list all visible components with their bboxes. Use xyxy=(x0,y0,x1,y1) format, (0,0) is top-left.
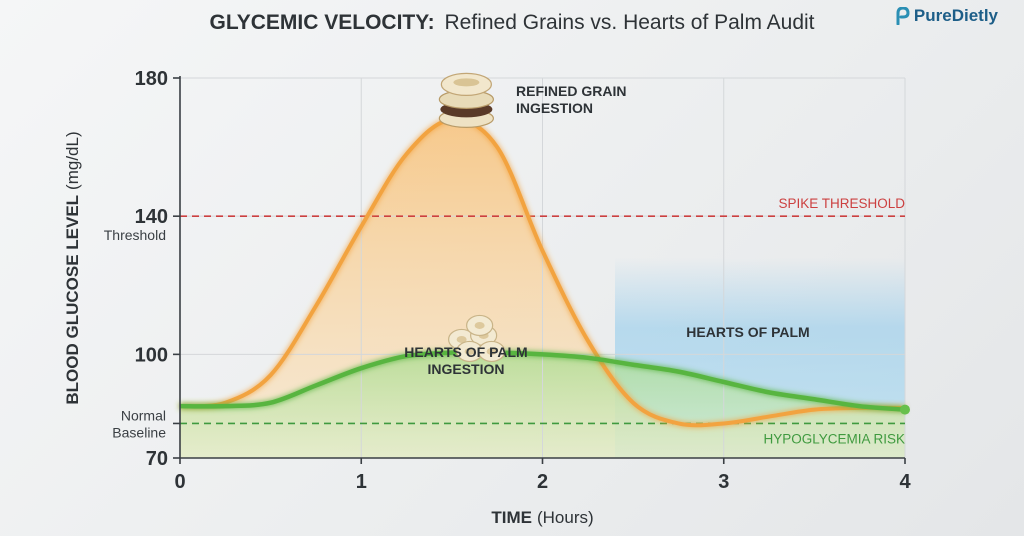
x-tick-label: 3 xyxy=(718,471,729,493)
palm-slice-core-shape xyxy=(464,347,475,355)
refined-grain-annotation: REFINED GRAIN INGESTION xyxy=(516,83,626,116)
annotation-line: INGESTION xyxy=(516,100,593,116)
annotation-line: HEARTS OF PALM xyxy=(404,344,527,360)
series-lines xyxy=(179,117,910,428)
x-tick-label: 1 xyxy=(356,471,367,493)
leaf-logo-icon xyxy=(896,7,910,25)
grain-sandwich-icon xyxy=(438,72,494,128)
y-tick-label: 140 xyxy=(135,206,168,228)
hearts-of-palm-ingestion-annotation: HEARTS OF PALM INGESTION xyxy=(404,344,527,377)
x-axis-title: TIME (Hours) xyxy=(491,508,593,527)
spike-threshold-label: SPIKE THRESHOLD xyxy=(778,196,905,211)
axes: 180 140 100 70 Threshold Normal Baseline 0 1 2 3 4 T… xyxy=(63,68,911,527)
y-axis-title-main: BLOOD GLUCOSE LEVEL xyxy=(63,195,82,405)
chart-subtitle: Refined Grains vs. Hearts of Palm Audit xyxy=(445,11,815,34)
chart-title: GLYCEMIC VELOCITY: Refined Grains vs. He… xyxy=(209,11,814,34)
hearts-of-palm-end-dot xyxy=(900,404,910,415)
palm-slice-core-shape xyxy=(486,347,497,355)
x-axis-title-unit: (Hours) xyxy=(537,508,594,527)
reference-lines: SPIKE THRESHOLD HYPOGLYCEMIA RISK xyxy=(180,196,905,446)
y-tick-label: 100 xyxy=(135,344,168,366)
annotation-line: HEARTS OF PALM xyxy=(686,324,809,340)
baseline-tick-note-line: Normal xyxy=(121,407,166,423)
y-axis-title: BLOOD GLUCOSE LEVEL (mg/dL) xyxy=(63,131,82,404)
hearts-of-palm-series-label: HEARTS OF PALM xyxy=(686,324,809,340)
x-tick-label: 0 xyxy=(174,471,185,493)
bread-top-hole-shape xyxy=(453,78,480,87)
palm-slice-core-shape xyxy=(474,321,485,329)
threshold-tick-note: Threshold xyxy=(104,227,166,243)
hypoglycemia-risk-label: HYPOGLYCEMIA RISK xyxy=(763,431,905,446)
baseline-tick-note-line: Baseline xyxy=(112,424,166,440)
x-axis-title-main: TIME xyxy=(491,508,532,527)
y-tick-label: 180 xyxy=(135,68,168,90)
annotation-line: INGESTION xyxy=(427,361,504,377)
annotation-line: REFINED GRAIN xyxy=(516,83,626,99)
brand-name: PureDietly xyxy=(913,6,998,25)
palm-slices-icon xyxy=(448,314,506,363)
baseline-tick-note: Normal Baseline xyxy=(112,407,166,440)
x-tick-label: 4 xyxy=(899,471,911,493)
brand-logo: PureDietly xyxy=(896,6,998,26)
y-axis-title-unit: (mg/dL) xyxy=(63,131,82,190)
palm-slice-core-shape xyxy=(456,335,467,343)
refined-grain-line xyxy=(179,117,906,428)
chart-title-bold: GLYCEMIC VELOCITY: xyxy=(209,11,434,34)
x-tick-label: 2 xyxy=(537,471,548,493)
y-tick-label: 70 xyxy=(146,448,168,470)
